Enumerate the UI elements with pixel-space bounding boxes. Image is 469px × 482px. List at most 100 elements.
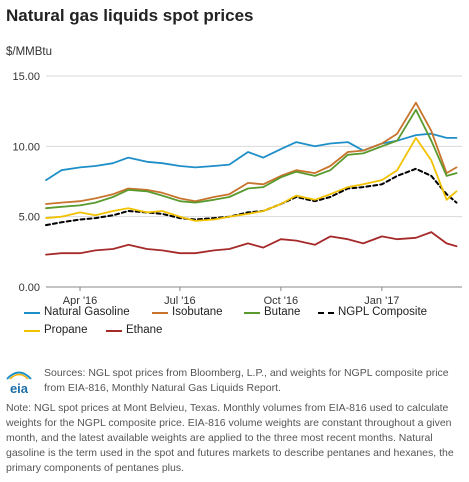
legend-swatch	[318, 312, 334, 314]
data-point-natural-gasoline	[330, 143, 332, 145]
data-point-butane	[330, 169, 332, 171]
data-point-ngpl-composite	[396, 175, 398, 177]
data-point-butane	[247, 188, 249, 190]
data-point-isobutane	[396, 133, 398, 135]
legend-swatch	[244, 312, 260, 314]
data-point-propane	[396, 169, 398, 171]
x-axis-ticks: Apr '16 Jul '16 Oct '16 Jan '17	[63, 287, 399, 306]
data-point-butane	[229, 196, 231, 198]
data-point-natural-gasoline	[95, 165, 97, 167]
data-point-natural-gasoline	[263, 157, 265, 159]
data-point-ethane	[247, 243, 249, 245]
data-point-ethane	[229, 248, 231, 250]
data-point-natural-gasoline	[112, 162, 114, 164]
data-point-natural-gasoline	[347, 141, 349, 143]
y-tick-label: 15.00	[12, 71, 40, 83]
data-point-propane	[362, 184, 364, 186]
data-point-ethane	[179, 252, 181, 254]
data-point-natural-gasoline	[247, 151, 249, 153]
data-point-propane	[229, 216, 231, 218]
data-point-ethane	[446, 243, 448, 245]
gridlines	[46, 75, 462, 288]
y-axis-unit-label: $/MMBtu	[6, 46, 53, 58]
legend-swatch	[106, 330, 122, 332]
data-point-propane	[95, 215, 97, 217]
data-point-butane	[362, 153, 364, 155]
data-point-isobutane	[112, 193, 114, 195]
data-point-ethane	[330, 236, 332, 238]
data-point-ngpl-composite	[61, 222, 63, 224]
data-point-ethane	[112, 248, 114, 250]
data-point-butane	[381, 146, 383, 148]
data-point-ethane	[456, 245, 458, 247]
data-point-butane	[280, 177, 282, 179]
data-point-ethane	[263, 247, 265, 249]
legend-label: Propane	[44, 324, 88, 336]
data-point-butane	[195, 202, 197, 204]
data-point-propane	[381, 179, 383, 181]
data-point-propane	[45, 217, 47, 219]
data-point-natural-gasoline	[162, 162, 164, 164]
data-point-natural-gasoline	[314, 146, 316, 148]
data-point-butane	[95, 202, 97, 204]
data-point-ethane	[415, 237, 417, 239]
legend-label: NGPL Composite	[338, 306, 428, 318]
series-line-butane	[45, 108, 458, 210]
legend-label: Ethane	[126, 324, 163, 336]
data-point-butane	[61, 206, 63, 208]
data-point-natural-gasoline	[296, 141, 298, 143]
data-point-natural-gasoline	[415, 134, 417, 136]
data-point-ethane	[296, 240, 298, 242]
data-point-natural-gasoline	[79, 167, 81, 169]
data-point-isobutane	[45, 203, 47, 205]
data-point-propane	[280, 203, 282, 205]
data-point-isobutane	[296, 169, 298, 171]
data-point-ngpl-composite	[95, 217, 97, 219]
source-text: Sources: NGL spot prices from Bloomberg,…	[44, 367, 449, 394]
data-point-butane	[431, 140, 433, 142]
data-point-isobutane	[247, 182, 249, 184]
data-point-isobutane	[314, 172, 316, 174]
data-point-propane	[330, 193, 332, 195]
data-point-butane	[128, 189, 130, 191]
data-point-isobutane	[456, 167, 458, 169]
legend-swatch	[152, 312, 168, 314]
data-point-natural-gasoline	[456, 137, 458, 139]
data-point-ethane	[314, 244, 316, 246]
data-point-butane	[263, 186, 265, 188]
series-lines	[45, 101, 458, 256]
data-point-propane	[431, 160, 433, 162]
data-point-isobutane	[229, 193, 231, 195]
data-point-butane	[45, 207, 47, 209]
data-point-propane	[146, 212, 148, 214]
data-point-ngpl-composite	[162, 213, 164, 215]
data-point-natural-gasoline	[280, 148, 282, 150]
data-point-isobutane	[362, 150, 364, 152]
data-point-ngpl-composite	[431, 175, 433, 177]
data-point-isobutane	[95, 198, 97, 200]
y-tick-label: 0.00	[19, 282, 40, 294]
data-point-ethane	[213, 250, 215, 252]
data-point-propane	[179, 216, 181, 218]
data-point-butane	[213, 199, 215, 201]
legend: Natural Gasoline Isobutane Butane NGPL Comp…	[24, 306, 460, 344]
data-point-ngpl-composite	[415, 168, 417, 170]
x-tick-label: Jan '17	[364, 295, 399, 306]
data-point-propane	[263, 210, 265, 212]
x-tick-label: Apr '16	[63, 295, 98, 306]
data-point-isobutane	[162, 192, 164, 194]
data-point-propane	[446, 199, 448, 201]
data-point-butane	[79, 205, 81, 207]
data-point-butane	[296, 171, 298, 173]
legend-swatch	[24, 312, 40, 314]
data-point-isobutane	[179, 198, 181, 200]
data-point-natural-gasoline	[195, 167, 197, 169]
data-point-propane	[296, 195, 298, 197]
data-point-natural-gasoline	[146, 161, 148, 163]
chart-title: Natural gas liquids spot prices	[6, 6, 254, 25]
legend-swatch	[24, 330, 40, 332]
data-point-ethane	[381, 236, 383, 238]
data-point-propane	[195, 220, 197, 222]
data-point-ethane	[431, 231, 433, 233]
data-point-butane	[314, 175, 316, 177]
